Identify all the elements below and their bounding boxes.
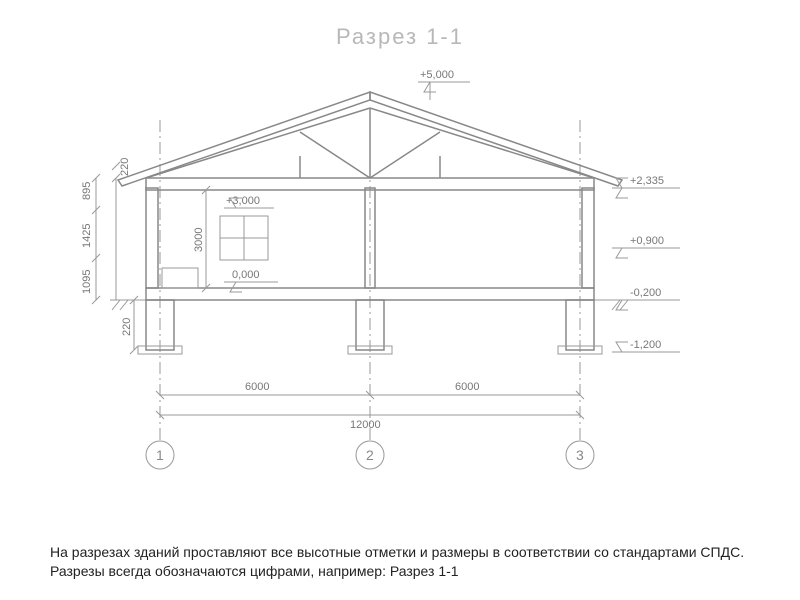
svg-text:0,000: 0,000 [232, 269, 260, 281]
svg-text:-0,200: -0,200 [630, 287, 661, 299]
elev-3000: +3,000 [224, 195, 274, 208]
axis-3: 3 [576, 447, 584, 463]
svg-text:-1,200: -1,200 [630, 339, 661, 351]
svg-text:+3,000: +3,000 [226, 195, 260, 207]
section-drawing: 6000 6000 12000 1 2 3 895 1425 1095 220 … [0, 0, 800, 520]
ground-line [110, 300, 640, 310]
dim-895: 895 [81, 182, 93, 200]
elev-right-stack: +2,335 +0,900 -0,200 -1,200 [612, 175, 680, 352]
dim-220a: 220 [119, 158, 131, 176]
roof-truss [146, 108, 594, 178]
elev-5000: +5,000 [418, 69, 470, 100]
svg-text:+5,000: +5,000 [420, 69, 454, 81]
svg-text:+2,335: +2,335 [630, 175, 664, 187]
dim-total: 12000 [350, 419, 381, 431]
interior-step [162, 268, 198, 288]
dim-220b: 220 [121, 318, 133, 336]
window [220, 216, 268, 260]
dim-1095: 1095 [81, 270, 93, 294]
dim-span1: 6000 [245, 381, 269, 393]
dim-left: 895 1425 1095 220 220 [81, 158, 138, 354]
axis-1: 1 [156, 447, 164, 463]
svg-text:+0,900: +0,900 [630, 235, 664, 247]
dim-1425: 1425 [81, 224, 93, 248]
axis-bubbles: 1 2 3 [146, 441, 594, 469]
dim-span2: 6000 [455, 381, 479, 393]
axis-2: 2 [366, 447, 374, 463]
dim-interior-3000: 3000 [193, 186, 210, 292]
caption-text: На разрезах зданий проставляют все высот… [50, 543, 750, 582]
dim-3000: 3000 [193, 228, 205, 252]
